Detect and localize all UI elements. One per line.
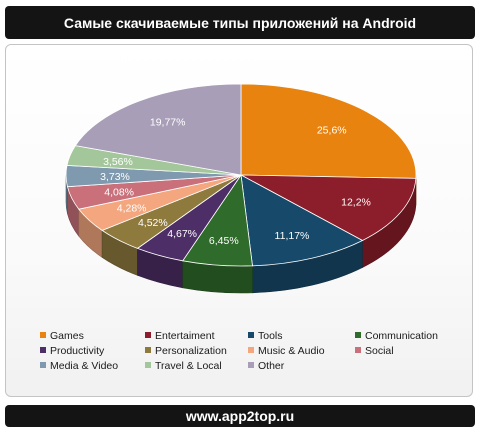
legend-label: Communication	[365, 330, 438, 342]
pie-label-games: 25,6%	[317, 125, 347, 137]
legend-item-communication: Communication	[355, 330, 438, 342]
legend-item-tools: Tools	[248, 330, 283, 342]
legend-swatch	[145, 362, 151, 368]
pie-slice-other	[74, 83, 242, 176]
pie-label-other: 19,77%	[150, 117, 186, 129]
pie-slices	[65, 83, 417, 294]
pie-label-travel-local: 3,56%	[103, 156, 133, 168]
legend-swatch	[355, 332, 361, 338]
footer-site-url[interactable]: www.app2top.ru	[5, 405, 475, 427]
legend-label: Games	[50, 330, 84, 342]
pie-label-productivity: 4,67%	[167, 228, 197, 240]
pie-label-music-audio: 4,28%	[117, 203, 147, 215]
legend-swatch	[40, 362, 46, 368]
pie-slice-entertaiment	[240, 174, 417, 241]
legend-item-games: Games	[40, 330, 84, 342]
legend-label: Entertaiment	[155, 330, 215, 342]
pie-label-tools: 11,17%	[275, 230, 310, 242]
legend-label: Travel & Local	[155, 360, 222, 372]
legend-swatch	[145, 347, 151, 353]
pie-data-labels: 25,6% 12,2% 11,17% 6,45% 4,67%4,52% 4,28% 4,08…	[100, 117, 371, 247]
pie-slice-games	[240, 83, 417, 179]
legend-label: Media & Video	[50, 360, 118, 372]
legend-label: Personalization	[155, 345, 227, 357]
pie-label-entertaiment: 12,2%	[341, 197, 371, 209]
legend-item-travel-local: Travel & Local	[145, 360, 222, 372]
chart-legend: Games Entertaiment Tools Communication Produ…	[40, 330, 438, 372]
legend-swatch	[40, 332, 46, 338]
legend-item-entertaiment: Entertaiment	[145, 330, 215, 342]
legend-label: Productivity	[50, 345, 105, 357]
legend-swatch	[145, 332, 151, 338]
legend-item-other: Other	[248, 360, 285, 372]
legend-swatch	[248, 332, 254, 338]
legend-swatch	[248, 362, 254, 368]
legend-label: Tools	[258, 330, 283, 342]
legend-label: Music & Audio	[258, 345, 325, 357]
pie-label-media-video: 3,73%	[100, 171, 130, 183]
pie-slice-tools	[240, 174, 364, 267]
pie-label-communication: 6,45%	[209, 235, 239, 247]
pie-label-personalization: 4,52%	[138, 217, 168, 229]
legend-swatch	[40, 347, 46, 353]
legend-item-social: Social	[355, 345, 394, 357]
legend-label: Social	[365, 345, 394, 357]
legend-label: Other	[258, 360, 285, 372]
legend-swatch	[355, 347, 361, 353]
pie-label-social: 4,08%	[104, 187, 134, 199]
page-title: Самые скачиваемые типы приложений на And…	[5, 6, 475, 39]
legend-item-media-video: Media & Video	[40, 360, 118, 372]
legend-item-productivity: Productivity	[40, 345, 105, 357]
legend-swatch	[248, 347, 254, 353]
legend-item-music-audio: Music & Audio	[248, 345, 325, 357]
legend-item-personalization: Personalization	[145, 345, 227, 357]
